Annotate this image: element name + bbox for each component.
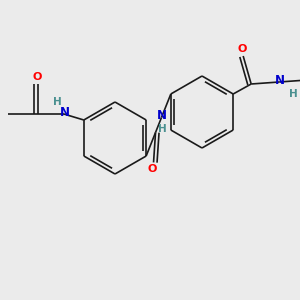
Text: N: N (275, 74, 285, 86)
Text: N: N (157, 109, 166, 122)
Text: O: O (238, 44, 247, 54)
Text: O: O (32, 72, 41, 82)
Text: N: N (60, 106, 70, 119)
Text: H: H (289, 89, 298, 99)
Text: O: O (148, 164, 157, 174)
Text: H: H (158, 124, 167, 134)
Text: H: H (53, 97, 62, 107)
